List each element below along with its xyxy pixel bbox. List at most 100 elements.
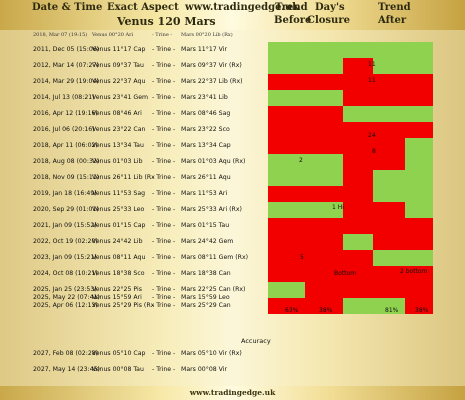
trend-cell: [343, 106, 373, 122]
reference-venus: Venus 00°20 Ari: [92, 32, 134, 38]
row-venus: Venus 25°29 Pis (Rx: [92, 302, 155, 309]
trend-cell: [343, 282, 373, 298]
row-mars: Mars 05°10 Vir (Rx): [181, 350, 242, 357]
row-venus: Venus 05°10 Cap: [92, 350, 146, 357]
reference-date: 2018, Mar 07 (19:15): [33, 32, 88, 38]
row-date: 2027, May 14 (23:45): [33, 366, 100, 373]
row-venus: Venus 26°11 Lib (Rx: [92, 174, 155, 181]
trend-cell: [305, 106, 343, 122]
trend-cell: [305, 74, 343, 90]
title-band: Venus 120 Mars Before Closure After: [0, 14, 465, 30]
row-venus: Venus 22°25 Pis: [92, 286, 142, 293]
trend-cell: [373, 234, 405, 250]
trend-cell: [268, 90, 305, 106]
trend-cell: [373, 282, 405, 298]
row-venus: Venus 13°34 Tau: [92, 142, 144, 149]
row-date: 2014, Mar 29 (19:04): [33, 78, 99, 85]
table-row: 2019, Jan 18 (16:49) Venus 11°53 Sag - Tri…: [0, 186, 268, 202]
trend-cell: [343, 138, 373, 154]
row-mars: Mars 25°33 Ari (Rx): [181, 206, 242, 213]
trend-cell: [268, 266, 305, 282]
row-aspect: - Trine -: [152, 206, 176, 213]
trend-after-header: Trend: [378, 2, 411, 13]
trend-cell: [305, 170, 343, 186]
trend-cell: [405, 74, 433, 90]
row-date: 2022, Oct 19 (02:20): [33, 238, 98, 245]
trend-cell: [305, 58, 343, 74]
table-row: 2023, Jan 09 (15:21) Venus 08°11 Aqu - Tri…: [0, 250, 268, 266]
site-header: www.tradingedge.uk: [185, 2, 300, 13]
trend-cell: [305, 234, 343, 250]
row-aspect: - Trine -: [152, 286, 176, 293]
trend-cell: [373, 218, 405, 234]
trend-cell: [343, 298, 373, 314]
row-date: 2018, Aug 08 (00:32): [33, 158, 100, 165]
exact-aspect-header: Exact Aspect: [107, 2, 179, 13]
trend-cell: [405, 298, 433, 314]
trend-cell: [305, 298, 343, 314]
trend-cell: [405, 266, 433, 282]
row-date: 2023, Jan 09 (15:21): [33, 254, 97, 261]
row-aspect: - Trine -: [152, 78, 176, 85]
trend-cell: [373, 154, 405, 170]
cell-note: 11: [368, 77, 376, 84]
trend-cell: [268, 250, 305, 266]
trend-cell: [373, 202, 405, 218]
table-row: 2020, Sep 29 (01:01) Venus 25°33 Leo - Tri…: [0, 202, 268, 218]
table-row: 2018, Nov 09 (15:11) Venus 26°11 Lib (Rx -…: [0, 170, 268, 186]
trend-cell: [305, 154, 343, 170]
trend-cell: [343, 186, 373, 202]
days-header: Day's: [315, 2, 345, 13]
trend-cell: [373, 170, 405, 186]
after-header: After: [378, 15, 407, 26]
trend-cell: [268, 218, 305, 234]
trend-cell: [405, 250, 433, 266]
row-mars: Mars 22°37 Lib (Rx): [181, 78, 243, 85]
trend-cell: [405, 218, 433, 234]
trend-cell: [343, 122, 373, 138]
trend-cell: [343, 234, 373, 250]
trend-cell: [268, 42, 305, 58]
before-header: Before: [274, 15, 312, 26]
row-venus: Venus 15°59 Ari: [92, 294, 142, 301]
row-date: 2011, Dec 05 (15:06): [33, 46, 100, 53]
row-aspect: - Trine -: [152, 254, 176, 261]
trend-cell: [268, 58, 305, 74]
future-row: 2027, May 14 (23:45) Venus 00°08 Tau - Tri…: [0, 362, 268, 378]
row-venus: Venus 23°41 Gem: [92, 94, 149, 101]
trend-cell: [305, 90, 343, 106]
row-aspect: - Trine -: [152, 62, 176, 69]
page-title: Venus 120 Mars: [117, 15, 216, 28]
trend-cell: [405, 138, 433, 154]
table-row: 2018, Aug 08 (00:32) Venus 01°03 Lib - Tri…: [0, 154, 268, 170]
trend-cell: [305, 186, 343, 202]
trend-cell: [373, 266, 405, 282]
trend-cell: [305, 122, 343, 138]
row-aspect: - Trine -: [152, 350, 176, 357]
stat-after-2: 38%: [415, 307, 429, 314]
trend-cell: [373, 122, 405, 138]
future-row: 2025, May 22 (07:41) Venus 15°59 Ari - Tri…: [0, 290, 268, 306]
row-venus: Venus 01°03 Lib: [92, 158, 143, 165]
row-venus: Venus 25°33 Leo: [92, 206, 145, 213]
row-venus: Venus 11°53 Sag: [92, 190, 146, 197]
reference-aspect: - Trine -: [152, 32, 173, 38]
row-mars: Mars 23°22 Sco: [181, 126, 230, 133]
trend-cell: [373, 74, 405, 90]
trend-cell: [373, 58, 405, 74]
trend-cell: [268, 74, 305, 90]
row-date: 2020, Sep 29 (01:01): [33, 206, 99, 213]
row-date: 2018, Apr 11 (06:02): [33, 142, 98, 149]
row-mars: Mars 25°29 Can: [181, 302, 231, 309]
row-venus: Venus 01°15 Cap: [92, 222, 146, 229]
trend-cell: [305, 250, 343, 266]
row-mars: Mars 11°17 Vir: [181, 46, 228, 53]
row-mars: Mars 01°03 Aqu (Rx): [181, 158, 246, 165]
trend-cell: [343, 218, 373, 234]
trend-cell: [343, 266, 373, 282]
row-aspect: - Trine -: [152, 190, 176, 197]
row-venus: Venus 08°46 Ari: [92, 110, 142, 117]
row-aspect: - Trine -: [152, 142, 176, 149]
row-venus: Venus 24°42 Lib: [92, 238, 143, 245]
trend-cell: [405, 202, 433, 218]
